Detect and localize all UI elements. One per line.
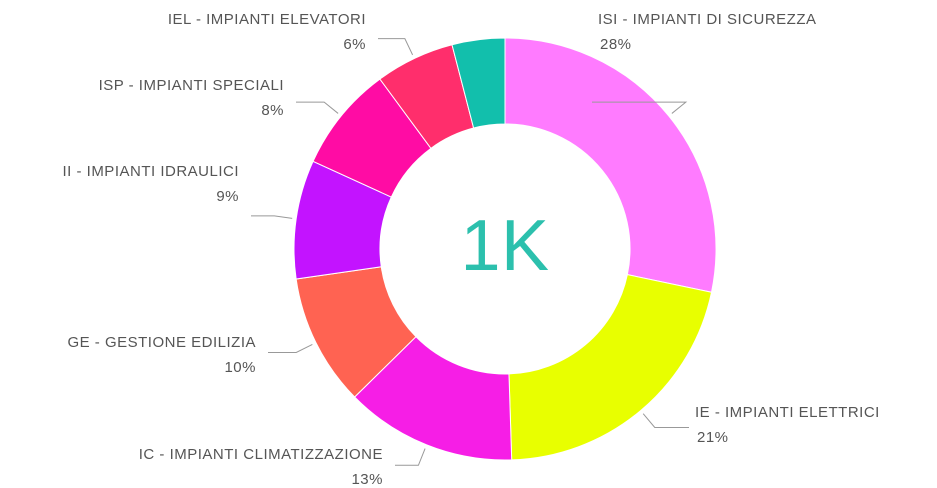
slice-label: ISP - IMPIANTI SPECIALI [99, 77, 284, 94]
leader-line [642, 413, 689, 428]
donut-slice [504, 37, 717, 293]
leader-line [296, 101, 339, 114]
slice-label: IE - IMPIANTI ELETTRICI [695, 404, 880, 421]
slice-value-label: 6% [343, 36, 366, 53]
leader-line [251, 215, 293, 219]
slice-label: IC - IMPIANTI CLIMATIZZAZIONE [139, 446, 383, 463]
slice-value-label: 28% [600, 36, 632, 53]
slice-label: II - IMPIANTI IDRAULICI [62, 163, 239, 180]
slice-label: GE - GESTIONE EDILIZIA [67, 334, 256, 351]
center-label: 1K [460, 206, 549, 286]
slice-value-label: 21% [697, 429, 729, 446]
slice-value-label: 13% [351, 471, 383, 488]
donut-slice [451, 37, 506, 129]
leader-line [378, 38, 414, 56]
slice-label: IEL - IMPIANTI ELEVATORI [168, 11, 366, 28]
slice-value-label: 9% [216, 188, 239, 205]
slice-label: ISI - IMPIANTI DI SICUREZZA [598, 11, 817, 28]
leader-line [592, 101, 688, 114]
leader-line [395, 448, 426, 466]
slice-value-label: 8% [261, 102, 284, 119]
leader-line [268, 344, 313, 353]
slice-value-label: 10% [224, 359, 256, 376]
donut-slice [508, 274, 713, 461]
